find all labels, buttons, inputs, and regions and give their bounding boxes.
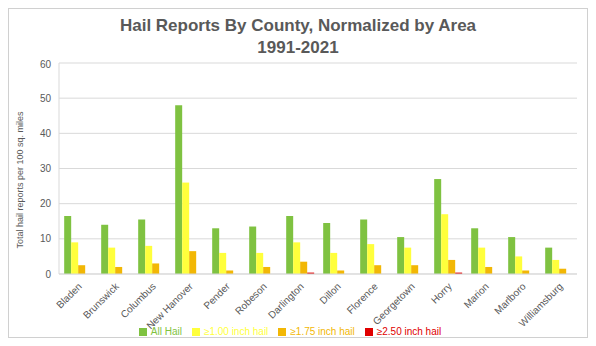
svg-text:Dillon: Dillon (317, 281, 342, 306)
svg-text:50: 50 (40, 93, 52, 104)
svg-text:Darlington: Darlington (266, 281, 306, 321)
svg-text:Total hail reports per 100 sq.: Total hail reports per 100 sq. miles (15, 111, 25, 249)
svg-text:Williamsburg: Williamsburg (517, 281, 565, 329)
svg-text:Columbus: Columbus (118, 281, 158, 321)
svg-text:40: 40 (40, 128, 52, 139)
svg-text:Marlboro: Marlboro (492, 280, 528, 316)
svg-text:New Hanover: New Hanover (144, 280, 195, 331)
svg-text:Georgetown: Georgetown (371, 281, 417, 327)
svg-text:Florence: Florence (345, 280, 381, 316)
svg-text:20: 20 (40, 198, 52, 209)
svg-text:Brunswick: Brunswick (81, 280, 122, 321)
svg-text:Horry: Horry (429, 281, 454, 306)
svg-text:30: 30 (40, 163, 52, 174)
svg-text:10: 10 (40, 233, 52, 244)
svg-text:Pender: Pender (201, 280, 232, 311)
svg-text:Robeson: Robeson (233, 281, 269, 317)
svg-text:60: 60 (40, 59, 52, 70)
svg-text:Bladen: Bladen (54, 281, 84, 311)
svg-text:0: 0 (45, 269, 51, 280)
svg-text:Marion: Marion (462, 281, 491, 310)
